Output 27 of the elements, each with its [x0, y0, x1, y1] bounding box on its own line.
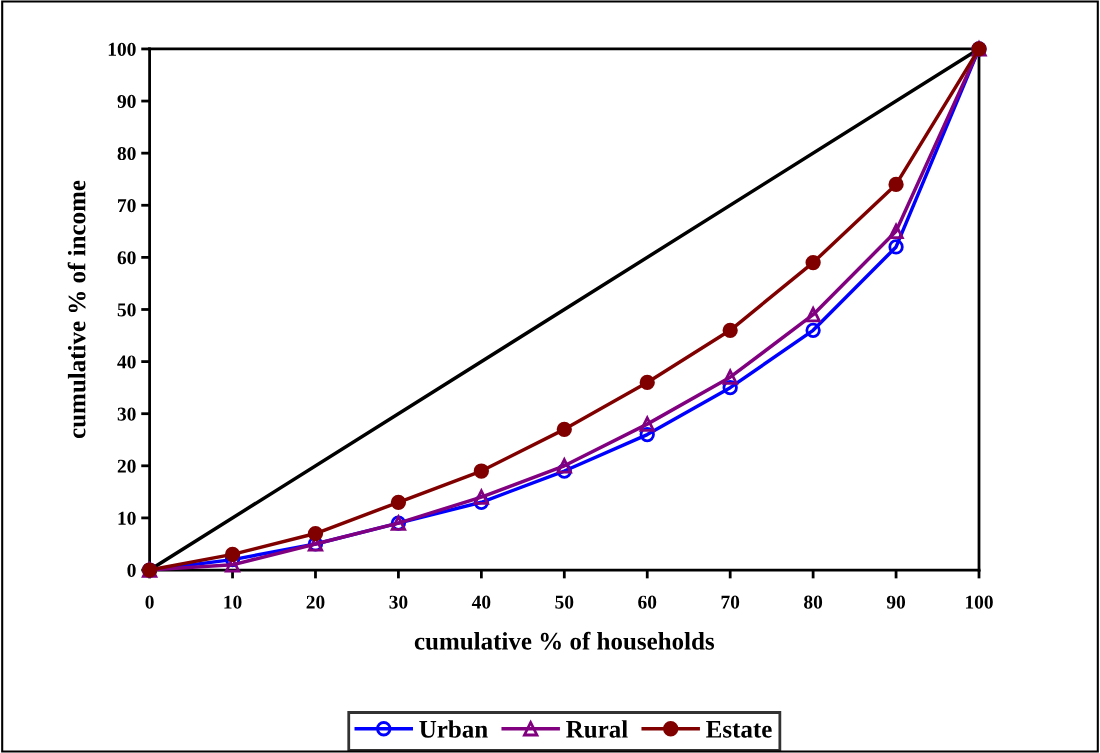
y-tick-label: 10 [118, 511, 136, 525]
legend-label: Estate [706, 721, 772, 738]
y-axis-title: cumulative % of income [67, 180, 86, 439]
y-tick-label: 20 [117, 459, 136, 473]
y-tick-label: 0 [127, 563, 136, 577]
y-tick-label: 30 [117, 407, 136, 421]
x-tick-label: 20 [306, 595, 325, 609]
x-tick-label: 60 [638, 595, 657, 609]
y-tick-label: 80 [117, 146, 136, 161]
x-tick-label: 50 [555, 595, 574, 609]
x-tick-label: 40 [471, 595, 491, 609]
y-tick-label: 100 [108, 42, 136, 56]
legend-label: Urban [419, 720, 488, 738]
x-tick-label: 0 [145, 595, 154, 609]
x-tick-label: 10 [224, 595, 242, 609]
legend-label: Rural [566, 720, 628, 738]
x-tick-label: 80 [804, 595, 823, 609]
x-tick-label: 90 [886, 595, 906, 609]
x-axis-title: cumulative % of households [414, 631, 715, 650]
x-tick-label: 100 [965, 595, 993, 609]
y-tick-label: 90 [117, 94, 136, 108]
x-tick-label: 30 [389, 595, 408, 609]
y-tick-label: 50 [117, 303, 136, 317]
x-tick-label: 70 [721, 595, 740, 609]
y-tick-label: 70 [118, 199, 136, 213]
y-tick-label: 40 [117, 355, 136, 369]
y-tick-label: 60 [117, 251, 136, 265]
